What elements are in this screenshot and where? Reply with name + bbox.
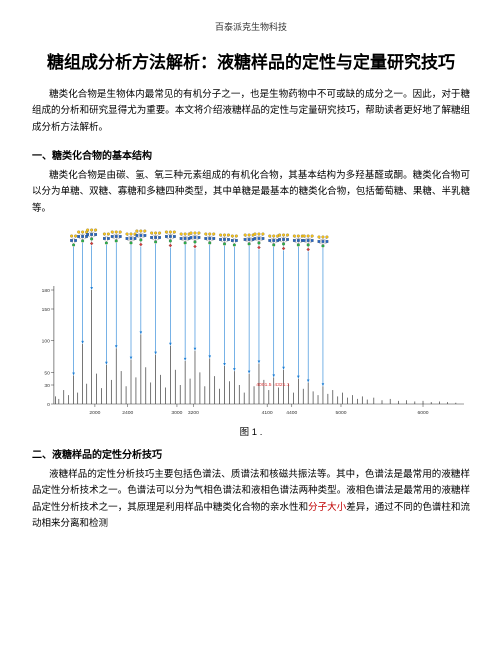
figure-1-wrap: 2000 2400 3000 3200 4100 4400 5000 6000 0 30 50 100…	[32, 228, 470, 438]
mass-spectrum-figure: 2000 2400 3000 3200 4100 4400 5000 6000 0 30 50 100…	[32, 228, 470, 418]
svg-text:4321.1: 4321.1	[274, 382, 289, 388]
svg-text:4001.5: 4001.5	[256, 382, 271, 388]
svg-text:5000: 5000	[335, 410, 346, 416]
svg-text:4400: 4400	[286, 410, 297, 416]
svg-text:0: 0	[47, 402, 50, 408]
section-2-highlight: 分子大小	[308, 502, 346, 513]
article-title: 糖组成分析方法解析：液糖样品的定性与定量研究技巧	[32, 51, 470, 75]
svg-text:4100: 4100	[262, 410, 273, 416]
intro-paragraph: 糖类化合物是生物体内最常见的有机分子之一，也是生物药物中不可或缺的成分之一。因此…	[32, 87, 470, 137]
svg-text:3000: 3000	[171, 410, 182, 416]
svg-text:30: 30	[44, 383, 50, 389]
page-header: 百泰派克生物科技	[32, 20, 470, 33]
svg-text:50: 50	[44, 370, 50, 376]
svg-text:3200: 3200	[188, 410, 199, 416]
svg-text:180: 180	[42, 288, 51, 294]
section-2-heading: 二、液糖样品的定性分析技巧	[32, 446, 470, 461]
section-1-body: 糖类化合物是由碳、氢、氧三种元素组成的有机化合物，其基本结构为多羟基醛或酮。糖类…	[32, 168, 470, 218]
section-1-heading: 一、糖类化合物的基本结构	[32, 147, 470, 162]
figure-1-caption: 图 1 .	[32, 424, 470, 438]
svg-text:2400: 2400	[122, 410, 133, 416]
section-2-body: 液糖样品的定性分析技巧主要包括色谱法、质谱法和核磁共振法等。其中，色谱法是最常用…	[32, 467, 470, 534]
svg-text:100: 100	[42, 338, 51, 344]
svg-text:150: 150	[42, 307, 51, 313]
svg-text:6000: 6000	[417, 410, 428, 416]
svg-text:2000: 2000	[89, 410, 100, 416]
